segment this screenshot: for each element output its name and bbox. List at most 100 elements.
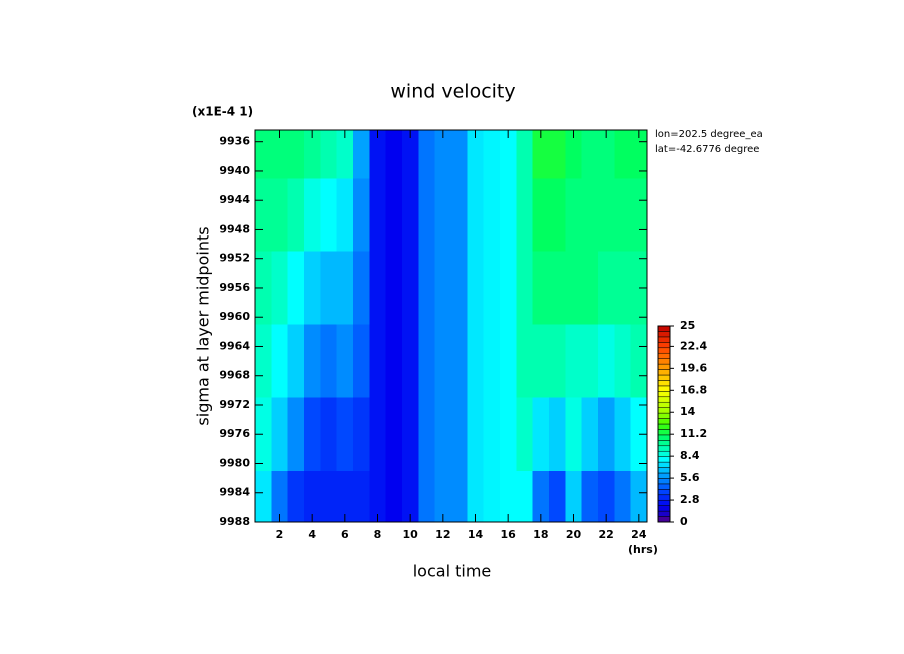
cell [532,470,550,523]
x-unit: (hrs) [628,543,658,556]
cell [598,251,615,326]
cell [255,178,272,252]
cell [581,251,599,326]
cell [532,251,550,326]
cell [271,130,289,179]
cell [434,397,452,472]
colorbar-band [657,391,671,398]
cell [516,178,534,252]
cell [353,130,370,179]
colorbar-band [657,499,671,506]
cell [287,397,305,472]
cell [353,251,370,326]
cell [287,130,305,179]
x-tick-label: 4 [308,528,316,541]
y-scale-note: (x1E-4 1) [192,105,253,119]
cell [287,324,305,399]
cell [451,251,468,326]
colorbar-band [657,483,671,490]
cell [516,130,534,179]
cell [336,251,354,326]
cell [630,324,648,399]
cell [565,324,583,399]
cell [467,324,485,399]
colorbar-band [657,478,671,485]
cell [336,130,354,179]
colorbar-label: 0 [680,515,688,528]
cell [434,130,452,179]
colorbar-band [657,429,671,436]
cell [451,397,468,472]
colorbar-band [657,412,671,419]
cell [549,130,566,179]
cell [467,397,485,472]
cell [581,397,599,472]
cell [516,251,534,326]
cell [418,251,436,326]
colorbar-band [657,445,671,452]
x-tick-label: 14 [468,528,484,541]
cell [467,178,485,252]
colorbar-band [657,423,671,430]
colorbar-band [657,461,671,468]
cell [402,251,419,326]
cell [271,251,289,326]
colorbar-band [657,380,671,387]
cell [614,324,632,399]
y-tick-label: 9940 [219,164,250,177]
colorbar-band [657,369,671,376]
cell [467,251,485,326]
colorbar-band [657,407,671,414]
cell [304,324,321,399]
cell [467,130,485,179]
cell [532,130,550,179]
colorbar-band [657,494,671,501]
cell [320,324,338,399]
cell [434,251,452,326]
cell [287,251,305,326]
cell [287,470,305,523]
y-tick-label: 9972 [219,398,250,411]
cell [483,470,501,523]
cell [304,470,321,523]
cell [516,324,534,399]
cell [483,397,501,472]
x-axis-label: local time [413,562,492,581]
cell [369,470,387,523]
cell [451,130,468,179]
x-tick-label: 8 [374,528,382,541]
cell [630,178,648,252]
cell [565,470,583,523]
cell [500,178,517,252]
colorbar-band [657,516,671,523]
cell [385,130,403,179]
colorbar-label: 22.4 [680,339,707,352]
cell [565,397,583,472]
colorbar-label: 14 [680,405,696,418]
cell [255,397,272,472]
cell [369,130,387,179]
x-tick-label: 18 [533,528,548,541]
cell [369,324,387,399]
cell [369,397,387,472]
x-tick-label: 10 [403,528,419,541]
colorbar-band [657,489,671,496]
cell [385,397,403,472]
cell [402,130,419,179]
cell [320,251,338,326]
cell [500,470,517,523]
cell [451,178,468,252]
colorbar-band [657,342,671,349]
cell [385,251,403,326]
colorbar-band [657,418,671,425]
cell [598,324,615,399]
colorbar-band [657,440,671,447]
cell [385,178,403,252]
y-tick-label: 9988 [219,515,250,528]
cell [402,470,419,523]
cell [598,178,615,252]
cell [336,397,354,472]
annotation: lat=-42.6776 degree [655,144,759,155]
cell [353,397,370,472]
